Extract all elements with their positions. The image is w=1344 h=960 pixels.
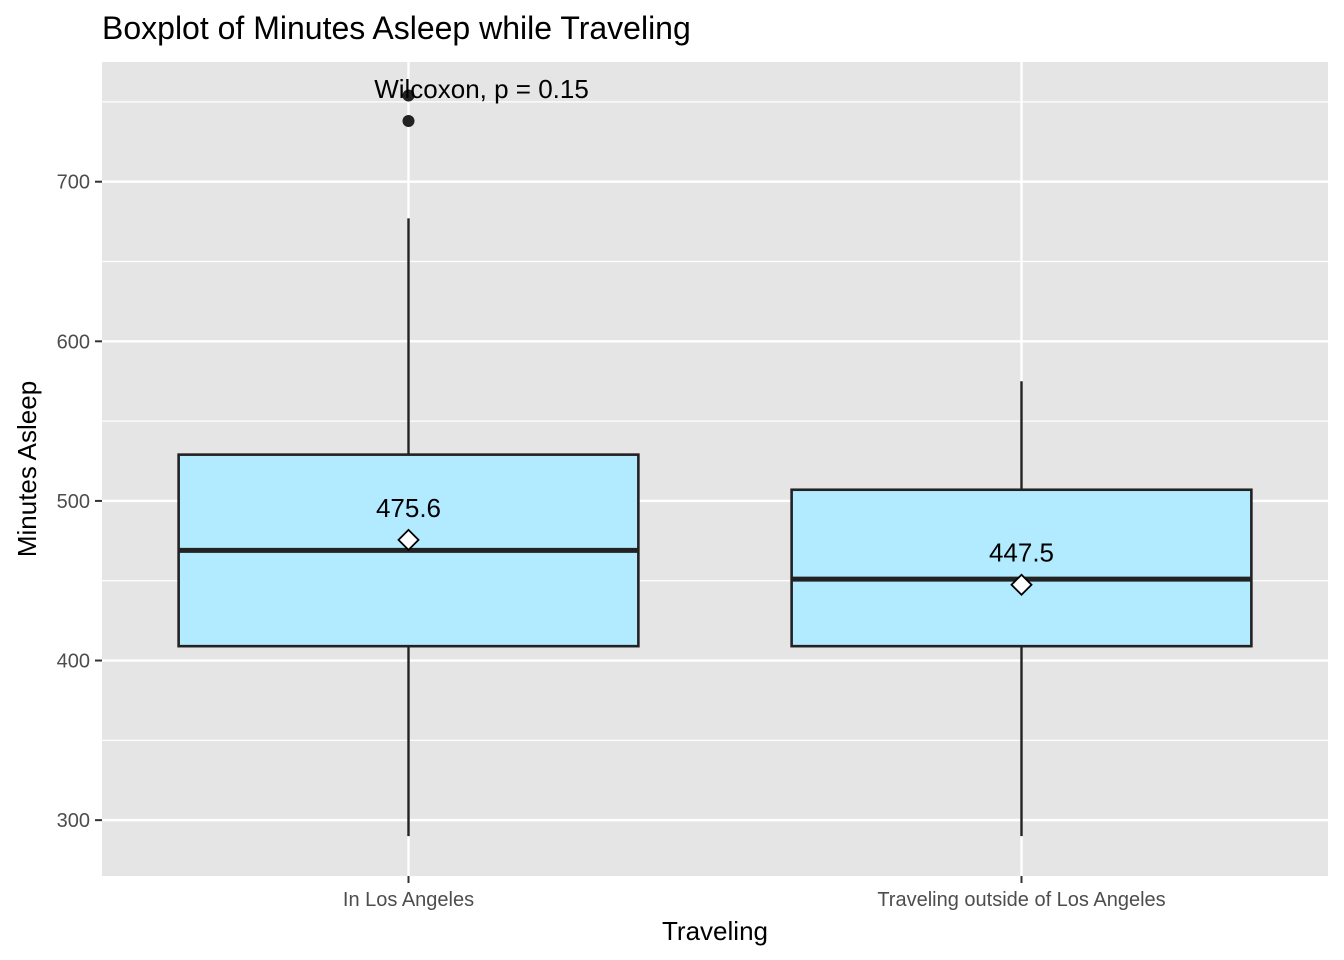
y-tick-label: 600 (57, 331, 90, 353)
outlier-point (402, 89, 415, 102)
x-tick-label: Traveling outside of Los Angeles (877, 889, 1165, 911)
y-tick-label: 300 (57, 810, 90, 832)
boxes-layer: 475.6 447.5 (177, 89, 1253, 837)
outlier-point (402, 115, 415, 128)
y-tick-label: 700 (57, 172, 90, 194)
mean-marker (1010, 573, 1033, 596)
y-tick-label: 400 (57, 651, 90, 673)
y-tick-label: 500 (57, 491, 90, 513)
y-axis: 300 400 500 600 700 (57, 172, 102, 832)
x-axis-title: Traveling (662, 916, 768, 946)
box-iqr (790, 488, 1253, 648)
mean-label: 447.5 (989, 538, 1054, 568)
mean-marker (397, 528, 420, 552)
x-axis: In Los Angeles Traveling outside of Los A… (343, 876, 1166, 911)
wilcoxon-annotation: Wilcoxon, p = 0.15 (374, 74, 589, 104)
mean-label: 475.6 (376, 493, 441, 523)
box-group: 447.5 (790, 381, 1253, 837)
y-axis-title: Minutes Asleep (12, 381, 42, 557)
box-group: 475.6 (177, 89, 640, 837)
chart-title: Boxplot of Minutes Asleep while Travelin… (102, 10, 691, 46)
x-tick-label: In Los Angeles (343, 889, 474, 911)
